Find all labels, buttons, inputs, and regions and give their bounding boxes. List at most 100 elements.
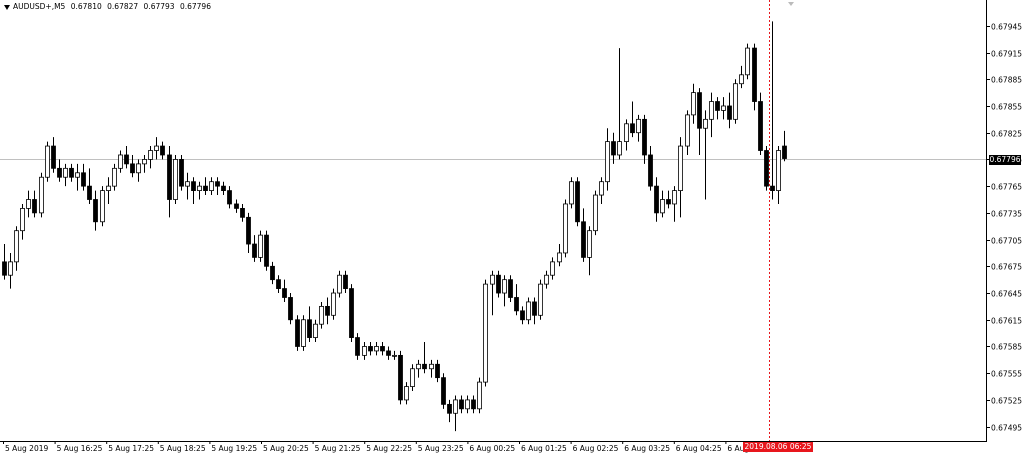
candle-body [142, 159, 147, 165]
candle [288, 293, 293, 325]
time-tick-label: 5 Aug 22:25 [366, 444, 412, 453]
candle [703, 110, 708, 200]
candle [185, 172, 190, 200]
candle [483, 279, 488, 387]
time-scale: 5 Aug 2019 5 Aug 16:25 5 Aug 17:25 5 Aug 18… [3, 441, 808, 453]
candle [636, 114, 641, 142]
candle [617, 48, 622, 160]
candle-body [209, 181, 214, 191]
candle-body [575, 181, 580, 223]
candle [453, 395, 458, 432]
candle [234, 199, 239, 213]
candle-body [100, 190, 105, 223]
candle-body [63, 167, 68, 178]
candle [715, 97, 720, 120]
candle [51, 137, 56, 173]
chart-menu-triangle-icon[interactable] [4, 4, 10, 10]
candle-body [636, 118, 641, 134]
candle-body [51, 145, 56, 169]
candle-body [593, 194, 598, 232]
candle-body [422, 363, 427, 370]
current-price-tag: 0.67796 [989, 154, 1021, 165]
candle-body [727, 105, 732, 120]
candle [154, 137, 159, 160]
candle-body [26, 199, 31, 209]
candle-body [544, 274, 549, 285]
candle-body [252, 243, 257, 258]
candle [167, 146, 172, 218]
candle-body [557, 252, 562, 263]
candle [57, 159, 62, 182]
candle-body [81, 172, 86, 187]
time-tick-label: 5 Aug 16:25 [57, 444, 103, 453]
candle-body [605, 141, 610, 183]
candle [752, 43, 757, 111]
chart-shift-marker-icon[interactable] [788, 2, 794, 6]
candle [215, 177, 220, 196]
candle [410, 364, 415, 392]
candle-body [130, 163, 135, 174]
candle [380, 342, 385, 356]
candle [538, 279, 543, 320]
candle-body [758, 101, 763, 151]
candle-body [173, 159, 178, 200]
candle [447, 399, 452, 423]
candle-body [349, 288, 354, 338]
candle [282, 279, 287, 302]
candle [429, 359, 434, 378]
candle [739, 65, 744, 89]
candle-body [276, 279, 281, 289]
candle [246, 212, 251, 253]
candle [758, 92, 763, 155]
candle-body [691, 92, 696, 116]
candle [2, 244, 7, 280]
ohlc-low: 0.67793 [143, 2, 175, 11]
candle [630, 101, 635, 138]
candle [39, 172, 44, 218]
candle [343, 270, 348, 294]
candle-body [45, 145, 50, 178]
candle-body [39, 176, 44, 214]
candle [93, 190, 98, 231]
candle [563, 199, 568, 258]
candle [319, 301, 324, 329]
candle-body [745, 47, 750, 76]
candle-body [697, 92, 702, 129]
candle [654, 177, 659, 222]
price-tick-label: 0.67675 [991, 263, 1022, 272]
candle [648, 146, 653, 191]
ohlc-high: 0.67827 [107, 2, 139, 11]
candle [264, 230, 269, 271]
candle-body [581, 221, 586, 258]
candle [599, 177, 604, 204]
candle [191, 177, 196, 204]
price-tick-label: 0.67915 [991, 50, 1022, 59]
candle-body [240, 208, 245, 218]
candle-body [739, 74, 744, 85]
candle-body [179, 159, 184, 187]
candle-body [703, 118, 708, 129]
candle-body [331, 292, 336, 316]
candle-body [398, 354, 403, 401]
candle [471, 395, 476, 414]
time-tick-label: 6 Aug [727, 444, 749, 453]
candle-body [112, 167, 117, 187]
candle [490, 270, 495, 316]
candle-body [563, 203, 568, 254]
candle [392, 350, 397, 360]
candle [301, 315, 306, 351]
candle-body [288, 297, 293, 321]
candle-body [678, 145, 683, 191]
crosshair-time-tag: 2019.08.06 06:25 [742, 442, 814, 452]
candle-body [227, 190, 232, 205]
candle-body [569, 181, 574, 205]
price-scale: 0.67945 0.67915 0.67885 0.67855 0.67825 0.677… [986, 23, 1022, 433]
candle [313, 319, 318, 343]
candle-body [362, 346, 367, 356]
price-tick-label: 0.67645 [991, 290, 1022, 299]
candle [611, 132, 616, 164]
time-tick-label: 5 Aug 19:25 [211, 444, 257, 453]
time-tick-label: 5 Aug 20:25 [263, 444, 309, 453]
